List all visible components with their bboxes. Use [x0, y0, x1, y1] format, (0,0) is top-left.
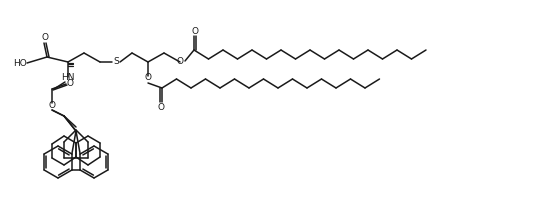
Text: O: O — [177, 58, 184, 66]
Text: HO: HO — [13, 58, 27, 68]
Text: O: O — [42, 33, 49, 43]
Text: O: O — [49, 101, 56, 109]
Text: HN: HN — [61, 74, 75, 83]
Text: O: O — [66, 80, 73, 89]
Text: S: S — [113, 58, 119, 66]
Text: O: O — [158, 103, 165, 112]
Text: O: O — [145, 74, 152, 83]
Text: O: O — [192, 27, 199, 35]
